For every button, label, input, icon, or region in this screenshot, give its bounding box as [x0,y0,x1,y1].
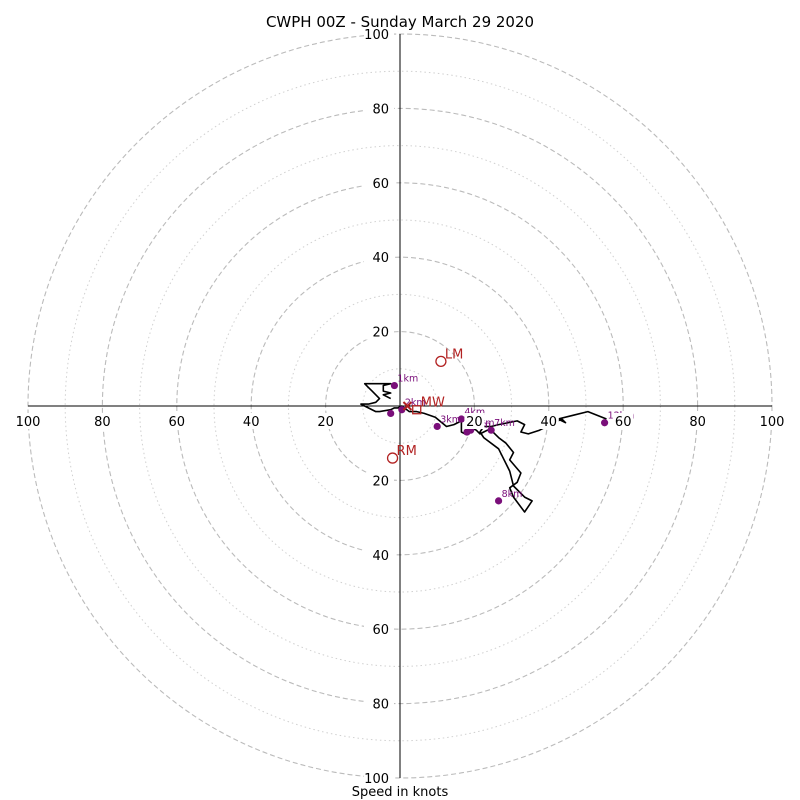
axes [28,34,772,778]
y-tick-background [364,100,394,117]
storm-motions: LM RM MW [386,347,463,464]
x-tick-background [538,413,559,429]
y-tick-background [364,26,394,42]
storm-motion-label: MW [421,396,445,411]
x-tick-background [14,413,42,429]
x-tick-label: 80 [689,415,706,430]
y-tick-background [364,621,394,638]
chart-title: CWPH 00Z - Sunday March 29 2020 [266,13,534,31]
y-tick-label: 20 [372,474,389,489]
x-tick-label: 40 [243,415,260,430]
y-tick-background [364,249,394,266]
y-tick-background [364,770,394,786]
y-tick-background [364,323,394,340]
height-marker-dot [494,497,503,505]
y-tick-background [364,546,394,563]
storm-motion-marker [386,452,399,464]
x-tick-label: 60 [169,415,186,430]
x-axis-label: Speed in knots [352,785,449,800]
storm-motion-x-marker [402,401,413,411]
height-marker-dot [398,406,406,414]
mean-wind-marker [412,405,422,415]
tick-labels: 100 80 60 40 20 20 40 60 80 100 100 80 60 40 20 20 40 60 8… [14,26,786,787]
height-marker-dot [387,409,395,418]
x-tick-label: 80 [94,415,111,430]
height-marker-dot [390,381,399,390]
height-marker-label: 8km [502,489,523,500]
y-tick-label: 80 [372,102,389,117]
y-tick-label: 100 [364,772,389,787]
hodograph-line [360,382,607,513]
height-marker-label: 3km [440,414,461,425]
storm-motion-label: RM [397,444,417,459]
y-tick-label: 60 [372,623,389,638]
y-tick-background [364,695,394,712]
x-tick-label: 100 [16,415,41,430]
x-tick-background [166,413,187,429]
x-tick-label: 100 [760,415,785,430]
y-tick-label: 100 [364,28,389,43]
y-tick-label: 60 [372,177,389,192]
height-marker-label: 1km [397,374,418,385]
height-marker-label: 2km [405,398,426,409]
x-tick-label: 60 [615,415,632,430]
x-tick-label: 20 [466,415,483,430]
height-marker-dot [601,419,609,427]
x-tick-background [613,413,634,429]
x-tick-background [241,413,262,429]
y-tick-label: 40 [372,251,389,266]
y-tick-background [364,472,394,489]
height-markers: 1km2km3km4km5km6km7km8km12km [387,374,634,505]
height-marker-label: 4km [464,407,485,418]
x-tick-label: 20 [317,415,334,430]
y-tick-label: 80 [372,698,389,713]
storm-motion-marker [435,355,447,368]
hodograph-trace [360,382,607,513]
x-tick-label: 40 [541,415,558,430]
height-marker-label: 7km [494,418,515,429]
x-tick-background [758,413,786,429]
x-tick-background [464,413,485,429]
storm-motion-label: LM [445,347,463,362]
x-tick-background [92,413,113,429]
y-tick-label: 20 [372,326,389,341]
height-marker-dot [433,422,441,431]
x-tick-background [687,413,708,429]
x-tick-background [315,413,336,429]
height-marker-dot [487,426,495,434]
y-tick-label: 40 [372,549,389,564]
height-marker-dot [457,415,465,423]
y-tick-background [364,174,394,191]
